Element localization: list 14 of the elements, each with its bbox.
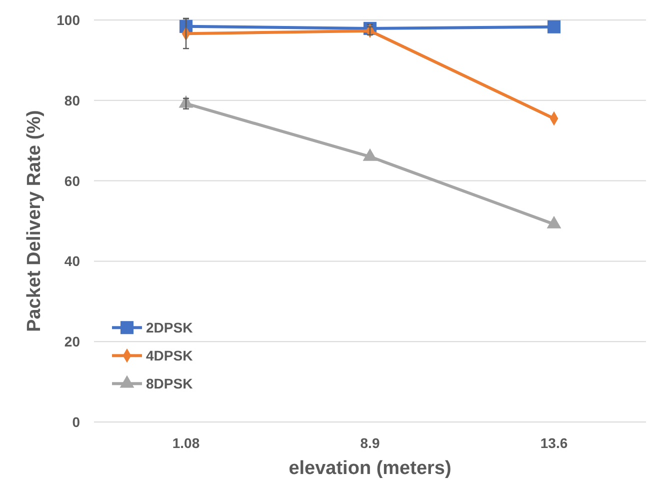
legend-label: 2DPSK [146,320,193,336]
y-axis-title: Packet Delivery Rate (%) [24,110,45,332]
y-tick-label: 40 [64,253,80,270]
y-tick-label: 0 [72,414,80,430]
x-tick-label: 1.08 [172,435,200,451]
x-tick-label: 13.6 [540,435,568,451]
y-tick-label: 80 [64,92,80,108]
y-tick-label: 100 [56,12,80,28]
y-tick-label: 60 [64,172,80,189]
legend-label: 4DPSK [146,348,193,364]
y-tick-label: 20 [64,334,80,350]
x-axis-title: elevation (meters) [288,458,452,479]
x-tick-label: 8.9 [360,435,380,451]
legend-label: 8DPSK [146,376,193,392]
